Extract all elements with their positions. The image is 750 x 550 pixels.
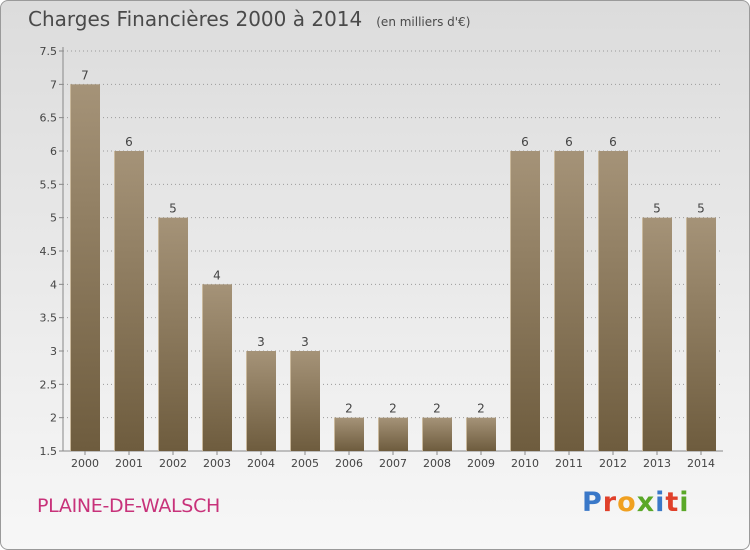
- logo-letter: t: [665, 487, 680, 518]
- bars: [70, 84, 716, 451]
- x-tick-label: 2000: [71, 457, 99, 470]
- x-tick-label: 2003: [203, 457, 231, 470]
- town-name: PLAINE-DE-WALSCH: [37, 495, 221, 517]
- bar: [378, 417, 408, 451]
- y-tick-label: 2: [50, 412, 57, 425]
- value-label: 2: [433, 402, 441, 416]
- bar: [598, 151, 628, 451]
- y-tick-label: 1.5: [40, 445, 58, 458]
- bar: [554, 151, 584, 451]
- chart-subtitle: (en milliers d'€): [376, 15, 471, 29]
- x-tick-label: 2011: [555, 457, 583, 470]
- value-label: 6: [565, 135, 573, 149]
- x-tick-label: 2012: [599, 457, 627, 470]
- x-tick-label: 2005: [291, 457, 319, 470]
- x-tick-label: 2010: [511, 457, 539, 470]
- proxiti-logo[interactable]: Proxiti: [582, 487, 690, 518]
- bar: [510, 151, 540, 451]
- x-tick-label: 2009: [467, 457, 495, 470]
- logo-letter: P: [582, 487, 603, 518]
- bar: [70, 84, 100, 451]
- bar: [642, 217, 672, 451]
- value-label: 6: [609, 135, 617, 149]
- x-tick-label: 2001: [115, 457, 143, 470]
- x-tick-label: 2002: [159, 457, 187, 470]
- y-tick-label: 7.5: [40, 45, 58, 58]
- value-label: 5: [697, 202, 705, 216]
- logo-letter: o: [617, 487, 637, 518]
- value-label: 6: [125, 135, 133, 149]
- value-label: 2: [389, 402, 397, 416]
- x-tick-label: 2004: [247, 457, 275, 470]
- bar: [334, 417, 364, 451]
- y-tick-label: 5.5: [40, 178, 58, 191]
- x-tick-label: 2013: [643, 457, 671, 470]
- chart-title-text: Charges Financières 2000 à 2014: [28, 7, 363, 31]
- bar: [202, 284, 232, 451]
- bar: [246, 351, 276, 451]
- x-tick-label: 2008: [423, 457, 451, 470]
- bar: [686, 217, 716, 451]
- value-label: 5: [169, 202, 177, 216]
- chart-title: Charges Financières 2000 à 2014 (en milli…: [28, 7, 470, 31]
- value-label: 2: [477, 402, 485, 416]
- bar: [466, 417, 496, 451]
- logo-letter: r: [602, 487, 618, 518]
- value-label: 3: [301, 335, 309, 349]
- bar: [290, 351, 320, 451]
- logo-letter: i: [655, 487, 666, 518]
- value-label: 2: [345, 402, 353, 416]
- y-tick-label: 6: [50, 145, 57, 158]
- value-label: 7: [81, 68, 89, 82]
- y-tick-label: 4: [50, 278, 57, 291]
- bar: [114, 151, 144, 451]
- bar: [422, 417, 452, 451]
- value-label: 4: [213, 268, 221, 282]
- logo-letter: i: [679, 487, 690, 518]
- x-tick-label: 2014: [687, 457, 715, 470]
- y-tick-label: 4.5: [40, 245, 58, 258]
- y-tick-label: 3.5: [40, 312, 58, 325]
- x-tick-label: 2007: [379, 457, 407, 470]
- logo-letter: x: [636, 487, 656, 518]
- value-label: 3: [257, 335, 265, 349]
- value-label: 5: [653, 202, 661, 216]
- y-tick-label: 2.5: [40, 378, 58, 391]
- x-tick-label: 2006: [335, 457, 363, 470]
- y-tick-label: 7: [50, 78, 57, 91]
- y-tick-label: 5: [50, 212, 57, 225]
- value-label: 6: [521, 135, 529, 149]
- y-tick-label: 6.5: [40, 112, 58, 125]
- y-tick-label: 3: [50, 345, 57, 358]
- bar: [158, 217, 188, 451]
- labels: 1.5 2 2.5 3 3.5 4 4.5 5 5.5 6 6.5 7 7.5 7 2000 6 2001 5 20…: [40, 45, 716, 470]
